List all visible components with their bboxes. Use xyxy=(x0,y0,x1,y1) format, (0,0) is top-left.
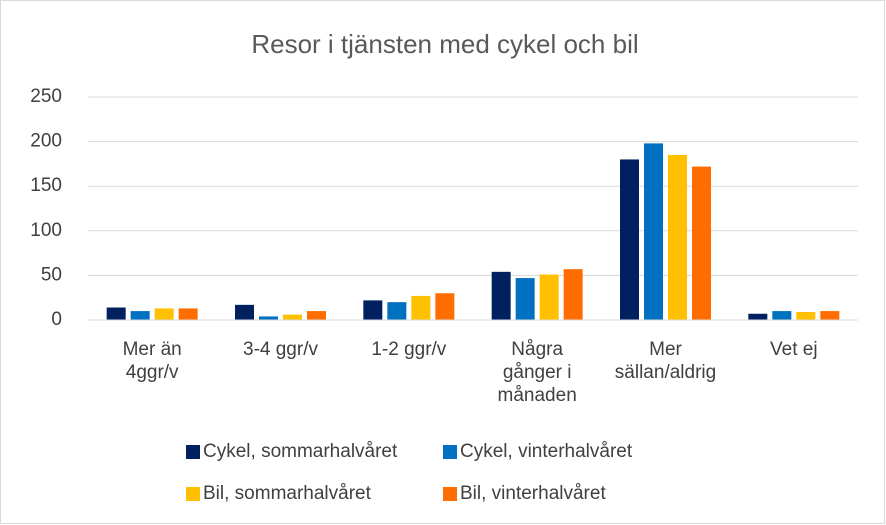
x-tick-label: Vet ej xyxy=(770,339,818,360)
bar xyxy=(772,311,792,320)
legend-label: Bil, sommarhalvåret xyxy=(203,483,372,504)
bar xyxy=(154,308,174,320)
x-tick-label: Några gånger i månaden xyxy=(497,339,577,406)
bar xyxy=(435,293,455,320)
bar xyxy=(178,308,198,320)
bar xyxy=(491,271,511,320)
bar xyxy=(796,311,816,320)
bar xyxy=(644,143,663,320)
legend-swatch xyxy=(186,445,200,459)
bar xyxy=(283,314,302,320)
bar xyxy=(668,154,687,320)
bar xyxy=(820,311,840,320)
y-tick-label: 250 xyxy=(30,86,62,107)
chart-title: Resor i tjänsten med cykel och bil xyxy=(251,29,638,59)
bar xyxy=(620,159,639,320)
x-tick-label: 1-2 ggr/v xyxy=(371,339,447,360)
bar xyxy=(515,278,535,320)
legend-swatch xyxy=(186,487,200,501)
y-tick-label: 50 xyxy=(41,264,62,285)
bar xyxy=(106,307,126,320)
legend-swatch xyxy=(443,445,457,459)
legend-swatch xyxy=(443,487,457,501)
bar xyxy=(307,311,326,320)
y-tick-label: 200 xyxy=(30,131,62,152)
bar xyxy=(411,295,431,320)
bar xyxy=(387,302,407,320)
legend-label: Cykel, vinterhalvåret xyxy=(460,441,633,462)
x-tick-label: Mer sällan/aldrig xyxy=(614,339,717,383)
legend-label: Cykel, sommarhalvåret xyxy=(203,441,398,462)
bar xyxy=(692,166,711,320)
bar xyxy=(748,313,768,320)
bar xyxy=(563,269,583,320)
x-tick-label: Mer än 4ggr/v xyxy=(122,339,182,383)
legend-label: Bil, vinterhalvåret xyxy=(460,483,606,504)
bar xyxy=(130,311,150,320)
bar xyxy=(363,300,383,320)
bar xyxy=(259,316,278,320)
y-tick-label: 150 xyxy=(30,175,62,196)
bar xyxy=(235,304,254,320)
x-tick-label: 3-4 ggr/v xyxy=(243,339,318,360)
bar xyxy=(539,274,559,320)
y-tick-label: 0 xyxy=(51,309,62,330)
y-tick-label: 100 xyxy=(30,220,62,241)
